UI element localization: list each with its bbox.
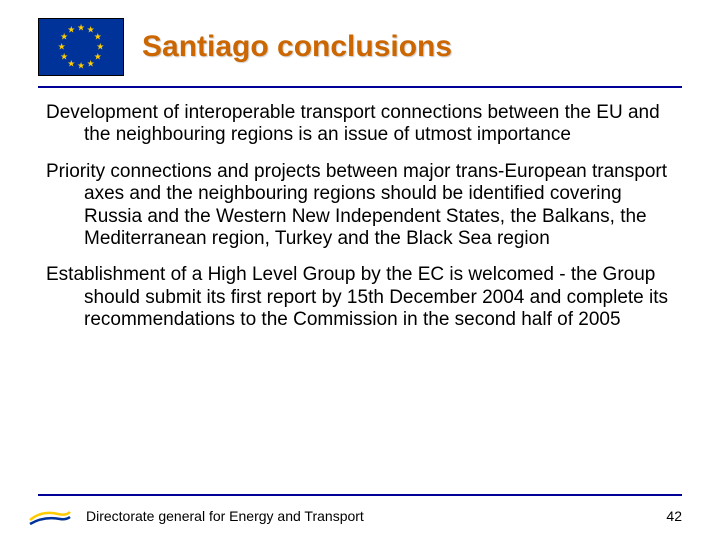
- footer-logo-icon: [28, 504, 72, 528]
- eu-flag-icon: ★ ★ ★ ★ ★ ★ ★ ★ ★ ★ ★ ★: [38, 18, 124, 76]
- slide-body: Development of interoperable transport c…: [0, 88, 720, 332]
- paragraph: Establishment of a High Level Group by t…: [46, 264, 670, 331]
- paragraph: Priority connections and projects betwee…: [46, 161, 670, 251]
- divider-bottom: [38, 494, 682, 496]
- footer-text: Directorate general for Energy and Trans…: [86, 508, 666, 524]
- paragraph: Development of interoperable transport c…: [46, 102, 670, 147]
- eu-stars: ★ ★ ★ ★ ★ ★ ★ ★ ★ ★ ★ ★: [60, 26, 102, 68]
- slide-title: Santiago conclusions: [142, 30, 452, 64]
- slide-footer: Directorate general for Energy and Trans…: [0, 504, 720, 528]
- slide-header: ★ ★ ★ ★ ★ ★ ★ ★ ★ ★ ★ ★ Santiago conclus…: [0, 0, 720, 76]
- page-number: 42: [666, 508, 682, 524]
